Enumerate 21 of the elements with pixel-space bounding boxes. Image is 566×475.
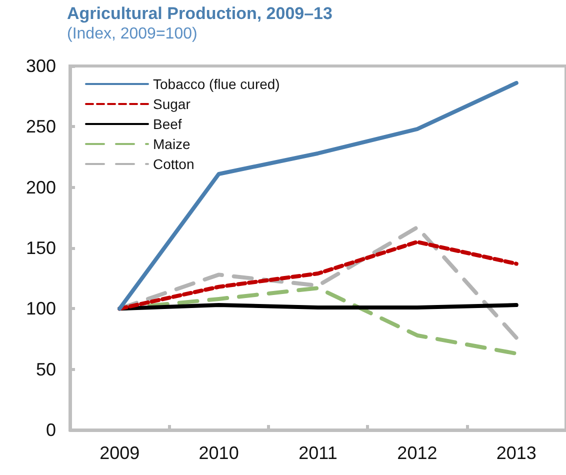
x-tick-label: 2011	[298, 443, 338, 463]
y-tick-label: 50	[36, 359, 56, 380]
legend-label: Beef	[153, 116, 182, 132]
legend-label: Cotton	[153, 156, 194, 172]
y-tick-label: 300	[26, 56, 56, 76]
y-tick-label: 250	[26, 116, 56, 137]
x-tick-label: 2010	[198, 443, 239, 463]
legend-label: Sugar	[153, 96, 191, 112]
legend-label: Tobacco (flue cured)	[153, 76, 280, 92]
x-tick-label: 2013	[496, 443, 536, 463]
x-tick-label: 2012	[397, 443, 438, 463]
y-tick-label: 100	[26, 298, 56, 319]
line-series	[118, 80, 518, 311]
chart-subtitle: (Index, 2009=100)	[67, 26, 198, 42]
y-tick-label: 0	[46, 420, 56, 440]
line-series	[118, 240, 518, 311]
x-tick-label: 2009	[100, 443, 140, 463]
legend-label: Maize	[153, 136, 191, 152]
y-tick-label: 200	[26, 177, 56, 198]
y-tick-label: 150	[26, 238, 56, 258]
chart-title: Agricultural Production, 2009–13	[67, 4, 332, 23]
